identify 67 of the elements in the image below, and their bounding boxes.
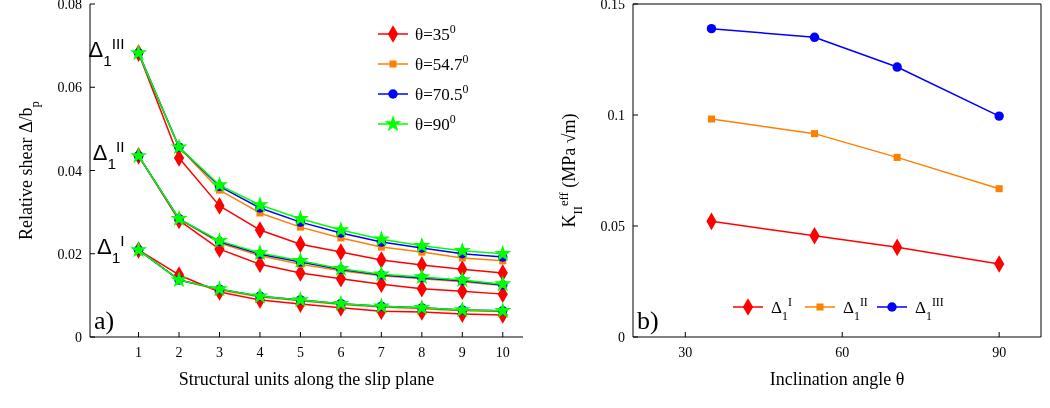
- point: [291, 291, 309, 308]
- y-tick-label: 0.15: [600, 0, 625, 12]
- y-tick-label: 0.08: [57, 0, 82, 12]
- y-tick-label: 0.02: [57, 246, 82, 262]
- point: [251, 287, 269, 304]
- x-tick-label: 3: [216, 345, 223, 360]
- point: [413, 298, 431, 316]
- point: [170, 138, 188, 155]
- x-tick-label: 60: [835, 345, 850, 360]
- x-tick-label: 4: [256, 345, 264, 360]
- point: [413, 268, 431, 285]
- point: [453, 300, 471, 318]
- annotation: b): [637, 306, 659, 335]
- point: [494, 244, 512, 261]
- point: [130, 44, 148, 61]
- point: [893, 153, 901, 161]
- x-tick-label: 90: [992, 345, 1007, 360]
- y-tick-label: 0.06: [57, 80, 82, 96]
- y-tick-label: 0.04: [57, 163, 82, 179]
- annotation: a): [94, 306, 115, 335]
- point: [994, 111, 1004, 121]
- point: [332, 259, 350, 276]
- point: [706, 23, 717, 34]
- point: [453, 241, 471, 259]
- point: [372, 265, 390, 282]
- point: [707, 115, 715, 123]
- point: [494, 275, 512, 292]
- x-tick-label: 1: [135, 345, 143, 360]
- point: [251, 196, 269, 213]
- point: [810, 130, 819, 138]
- x-tick-label: 2: [175, 345, 183, 360]
- legend-label: θ=70.5$^{0}$: [415, 82, 469, 104]
- point: [170, 271, 188, 288]
- legend-label: θ=54.7$^{0}$: [415, 52, 469, 74]
- point: [332, 294, 350, 311]
- x-tick-label: 10: [495, 345, 510, 360]
- x-tick-label: 7: [377, 345, 385, 360]
- point: [494, 301, 512, 319]
- point: [291, 209, 309, 227]
- point: [210, 280, 229, 297]
- x-axis-title: Inclination angle θ: [769, 369, 905, 389]
- y-tick-label: 0.1: [607, 108, 625, 123]
- point: [251, 243, 269, 261]
- point: [372, 297, 390, 314]
- x-tick-label: 30: [678, 345, 693, 360]
- x-tick-label: 6: [337, 345, 345, 360]
- point: [291, 251, 309, 269]
- point: [372, 230, 390, 247]
- point: [210, 176, 229, 193]
- point: [892, 62, 902, 72]
- x-axis-title: Structural units along the slip plane: [178, 369, 435, 389]
- y-tick-label: 0: [75, 330, 82, 345]
- x-tick-label: 9: [458, 345, 466, 360]
- legend-label: θ=90$^{0}$: [415, 112, 456, 134]
- y-tick-label: 0.05: [600, 219, 625, 234]
- point: [413, 236, 431, 254]
- point: [210, 231, 229, 249]
- y-tick-label: 0: [618, 330, 625, 345]
- point: [332, 221, 350, 238]
- point: [809, 32, 820, 43]
- point: [995, 185, 1003, 193]
- x-tick-label: 8: [418, 345, 426, 360]
- x-tick-label: 5: [296, 345, 304, 360]
- point: [453, 271, 471, 288]
- legend-label: θ=35$^{0}$: [415, 22, 456, 44]
- point: [130, 241, 148, 258]
- point: [130, 146, 148, 164]
